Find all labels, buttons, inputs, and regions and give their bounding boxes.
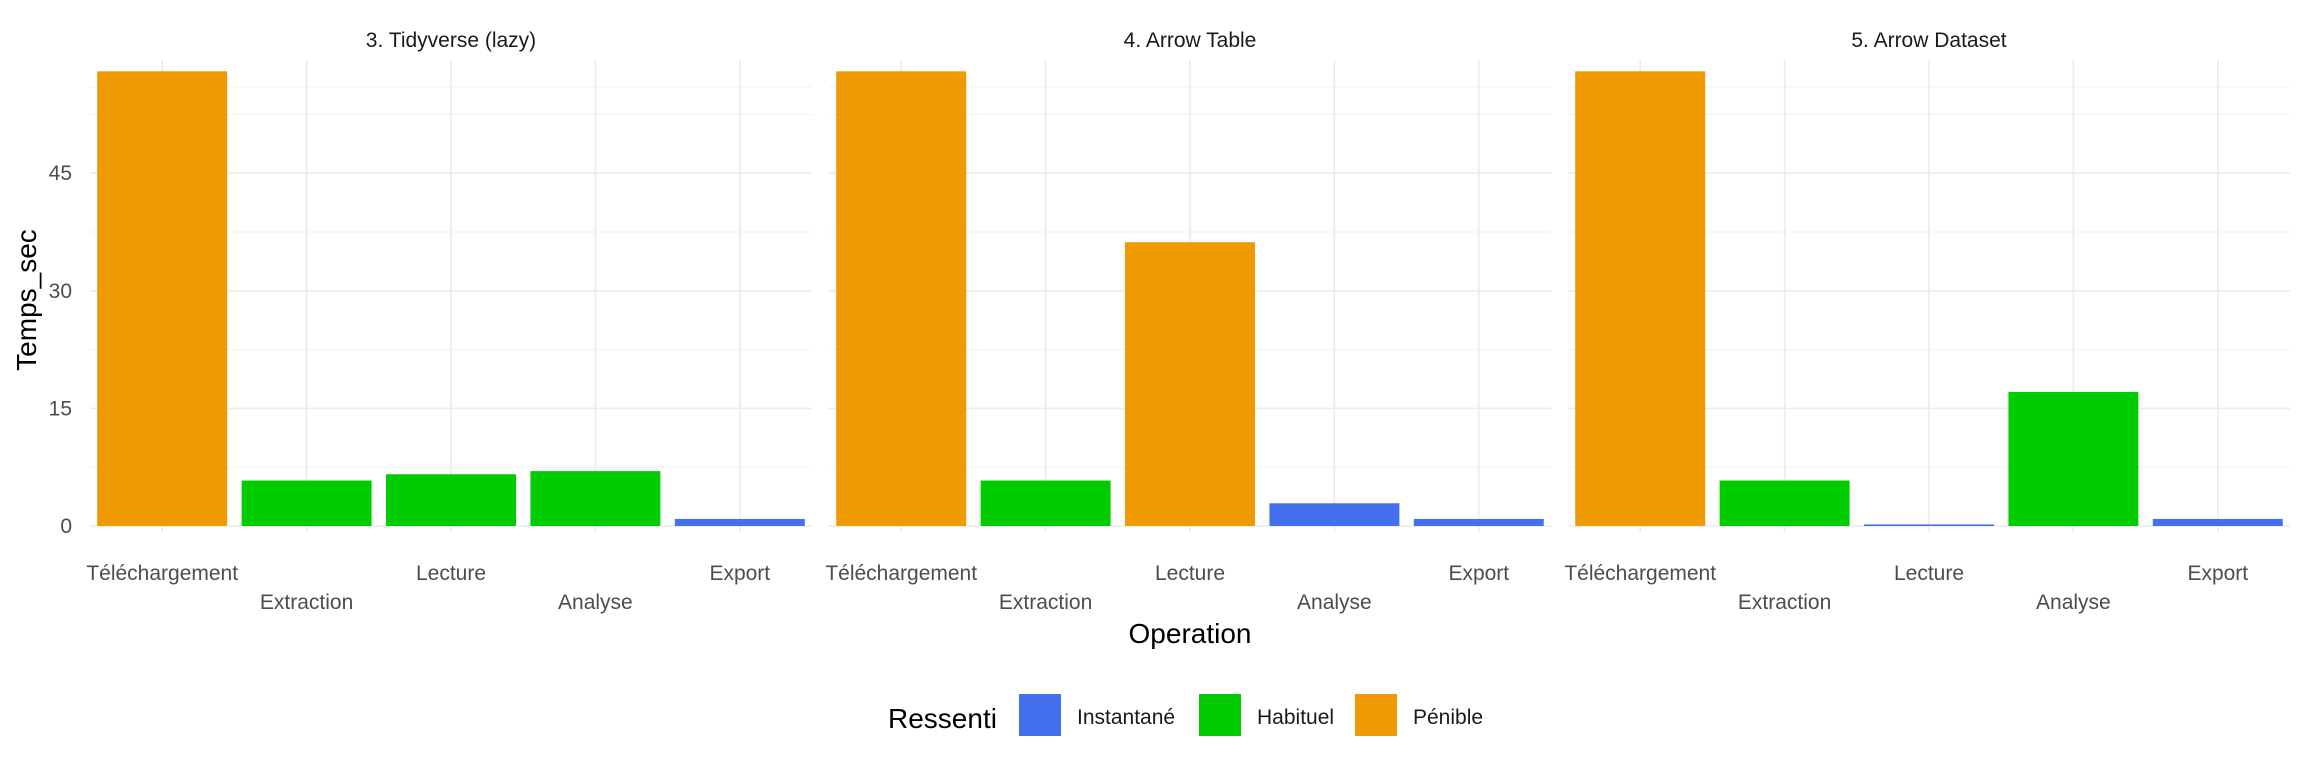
bar [1125, 242, 1255, 527]
x-tick-label: Extraction [1738, 591, 1831, 614]
facet-panel-2: 4. Arrow Table Téléchargement Extraction Le… [825, 29, 1551, 614]
x-tick-label: Téléchargement [86, 562, 238, 585]
y-tick-label: 30 [49, 280, 72, 303]
x-tick-label: Téléchargement [1564, 562, 1716, 585]
bar [1575, 71, 1706, 527]
bar [1413, 518, 1544, 526]
bar [530, 471, 661, 526]
bar [2008, 391, 2139, 526]
x-tick-label: Lecture [1894, 562, 1964, 585]
legend-key [1019, 694, 1061, 736]
facet-title: 5. Arrow Dataset [1851, 29, 2006, 52]
y-axis-title: Temps_sec [11, 229, 42, 371]
legend-title: Ressenti [888, 703, 997, 734]
bar [836, 71, 967, 527]
x-tick-label: Extraction [999, 591, 1092, 614]
x-tick-label: Téléchargement [825, 562, 977, 585]
x-axis-title: Operation [1129, 618, 1252, 649]
bar [386, 474, 516, 526]
bar [241, 480, 372, 526]
bar [1719, 480, 1850, 526]
facet-title: 3. Tidyverse (lazy) [366, 29, 536, 52]
bar [674, 518, 805, 526]
x-tick-label: Lecture [1155, 562, 1225, 585]
y-tick-label: 0 [60, 515, 72, 538]
x-tick-label: Analyse [2036, 591, 2111, 614]
bar [2152, 518, 2283, 526]
x-tick-label: Analyse [1297, 591, 1372, 614]
y-tick-label: 45 [49, 162, 72, 185]
facet-title: 4. Arrow Table [1124, 29, 1257, 52]
x-tick-label: Export [709, 562, 770, 585]
bar [980, 480, 1111, 526]
x-tick-label: Lecture [416, 562, 486, 585]
legend-label: Instantané [1077, 706, 1175, 729]
facet-panel-1: 3. Tidyverse (lazy) Téléchargement Extract… [86, 29, 812, 614]
legend-label: Habituel [1257, 706, 1334, 729]
x-tick-label: Export [2187, 562, 2248, 585]
x-tick-label: Analyse [558, 591, 633, 614]
legend-label: Pénible [1413, 706, 1483, 729]
facet-panel-3: 5. Arrow Dataset Téléchargement Extraction… [1564, 29, 2290, 614]
bar [1864, 524, 1994, 526]
legend: Ressenti Instantané Habituel Pénible [888, 694, 1483, 736]
y-tick-label: 15 [49, 397, 72, 420]
x-tick-label: Export [1448, 562, 1509, 585]
legend-key [1355, 694, 1397, 736]
bar [97, 71, 228, 527]
bar [1269, 503, 1400, 526]
legend-key [1199, 694, 1241, 736]
x-tick-label: Extraction [260, 591, 353, 614]
